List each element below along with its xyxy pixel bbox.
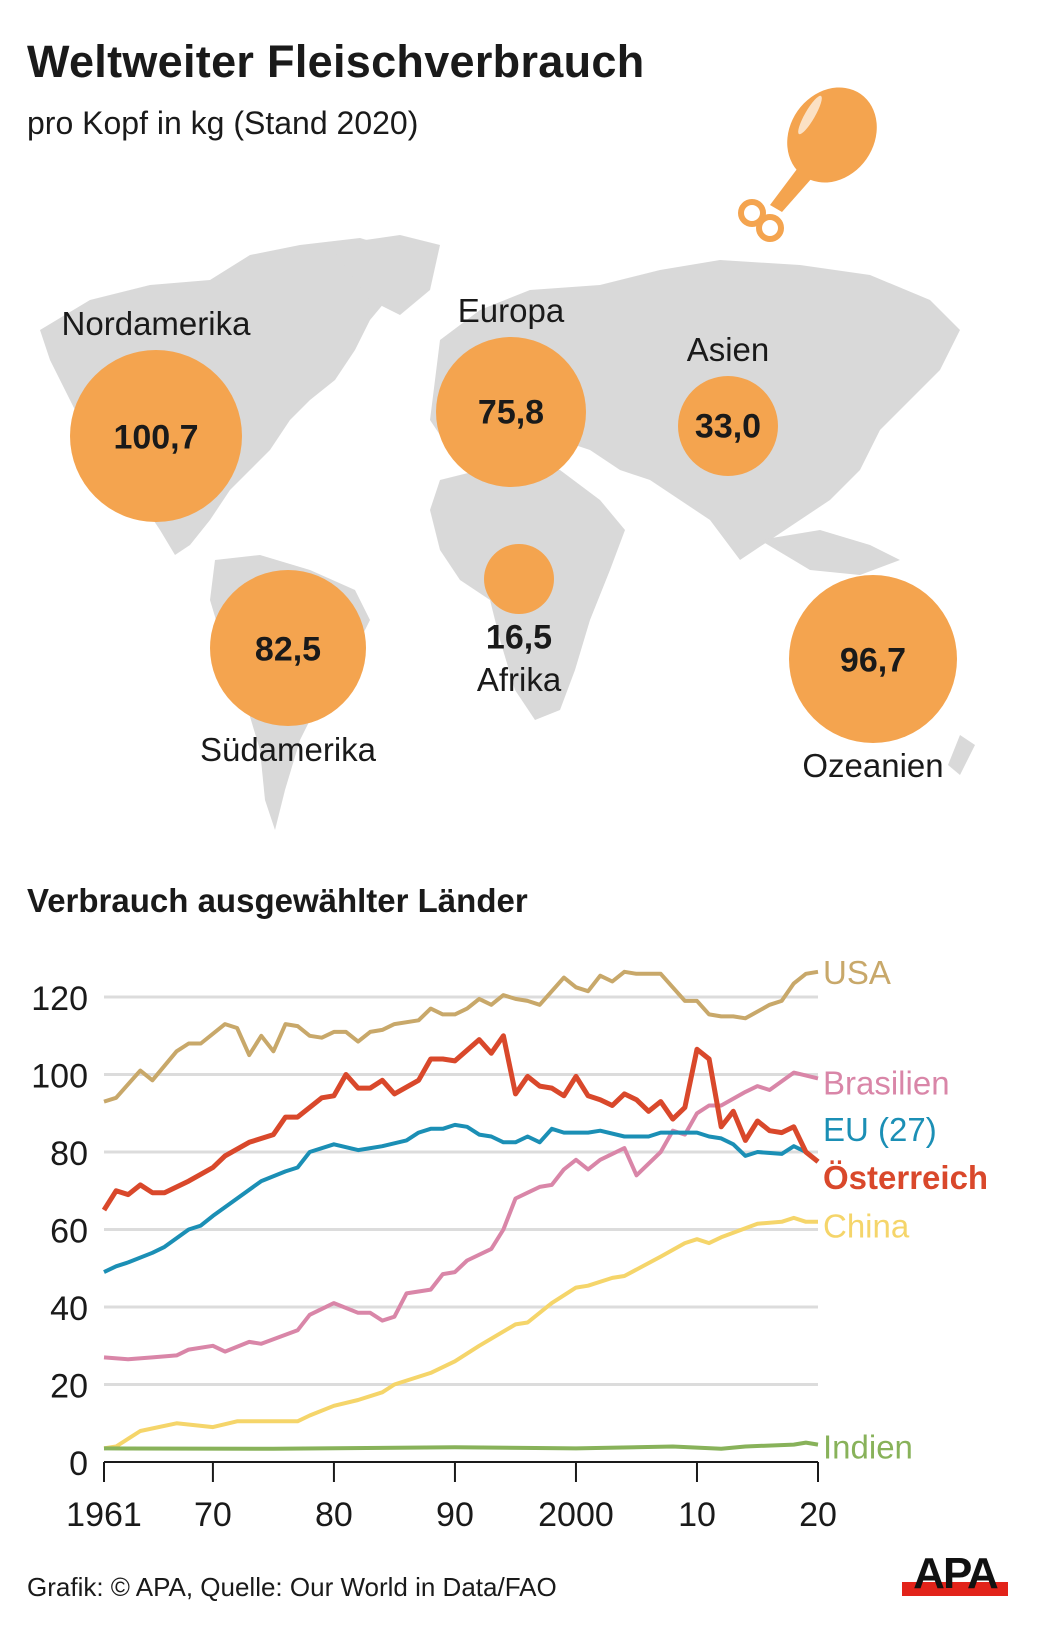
greenland-shape bbox=[330, 235, 440, 315]
y-tick-label: 40 bbox=[50, 1290, 88, 1328]
southeast-asia-shape bbox=[760, 530, 900, 575]
x-tick-label: 90 bbox=[436, 1496, 474, 1534]
series-line-3 bbox=[101, 1033, 820, 1212]
bubble-asien bbox=[678, 376, 778, 476]
series-label: EU (27) bbox=[823, 1111, 937, 1148]
series-label: China bbox=[823, 1208, 910, 1245]
series-label: USA bbox=[823, 954, 891, 991]
region-value-asien: 33,0 bbox=[694, 407, 762, 446]
series-label: Indien bbox=[823, 1429, 913, 1466]
bubble-suedamerika bbox=[210, 570, 366, 726]
world-map bbox=[40, 87, 975, 830]
y-tick-label: 60 bbox=[50, 1213, 88, 1251]
source-credit: Grafik: © APA, Quelle: Our World in Data… bbox=[27, 1572, 557, 1602]
series-labels: USA Brasilien EU (27) Österreich China Indien bbox=[823, 954, 988, 1466]
bubble-ozeanien bbox=[789, 575, 957, 743]
y-tick-label: 20 bbox=[50, 1368, 88, 1406]
region-label-afrika: Afrika bbox=[476, 661, 562, 698]
region-value-ozeanien: 96,7 bbox=[839, 641, 907, 680]
section-title: Verbrauch ausgewählter Länder bbox=[27, 882, 528, 919]
region-value-suedamerika: 82,5 bbox=[254, 630, 322, 669]
x-tick-label: 1961 bbox=[66, 1496, 142, 1534]
series-line-1 bbox=[103, 1070, 819, 1362]
y-axis: 0 20 40 60 80 100 120 bbox=[31, 980, 88, 1483]
x-tick-label: 20 bbox=[799, 1496, 837, 1534]
gridlines bbox=[104, 995, 818, 1386]
bubble-europa bbox=[436, 337, 586, 487]
series-label: Brasilien bbox=[823, 1064, 950, 1101]
y-tick-label: 80 bbox=[50, 1135, 88, 1173]
region-value-europa: 75,8 bbox=[477, 393, 545, 432]
region-label-nordamerika: Nordamerika bbox=[61, 305, 251, 342]
y-tick-label: 100 bbox=[31, 1058, 88, 1096]
x-tick-label: 2000 bbox=[538, 1496, 614, 1534]
series-line-2 bbox=[103, 1122, 820, 1274]
region-value-afrika: 16,5 bbox=[485, 618, 553, 657]
region-label-ozeanien: Ozeanien bbox=[802, 747, 944, 784]
new-zealand-shape bbox=[948, 735, 975, 775]
series-line-4 bbox=[103, 1215, 818, 1451]
x-tick-label: 80 bbox=[315, 1496, 353, 1534]
drumstick-icon bbox=[738, 87, 877, 242]
region-value-nordamerika: 100,7 bbox=[113, 418, 199, 457]
apa-logo: APA bbox=[902, 1550, 1008, 1598]
region-label-suedamerika: Südamerika bbox=[199, 731, 377, 768]
page-subtitle: pro Kopf in kg (Stand 2020) bbox=[27, 105, 419, 141]
x-tick-label: 70 bbox=[194, 1496, 232, 1534]
x-axis: 1961 70 80 90 2000 10 20 bbox=[66, 1461, 837, 1534]
series-lines bbox=[101, 969, 820, 1451]
region-label-europa: Europa bbox=[457, 292, 565, 329]
page-title: Weltweiter Fleischverbrauch bbox=[27, 36, 645, 87]
series-label: Österreich bbox=[823, 1159, 988, 1196]
line-chart: 0 20 40 60 80 100 120 1961 70 80 90 2000 10 20 USA Br… bbox=[31, 954, 988, 1534]
bubbles bbox=[70, 337, 957, 743]
bubble-nordamerika bbox=[70, 350, 242, 522]
y-tick-label: 120 bbox=[31, 980, 88, 1018]
series-line-0 bbox=[103, 969, 819, 1104]
bubble-afrika bbox=[484, 544, 554, 614]
x-tick-label: 10 bbox=[678, 1496, 716, 1534]
y-tick-label: 0 bbox=[69, 1445, 88, 1483]
region-label-asien: Asien bbox=[686, 331, 770, 368]
logo-text: APA bbox=[913, 1550, 998, 1598]
series-line-5 bbox=[103, 1440, 819, 1451]
